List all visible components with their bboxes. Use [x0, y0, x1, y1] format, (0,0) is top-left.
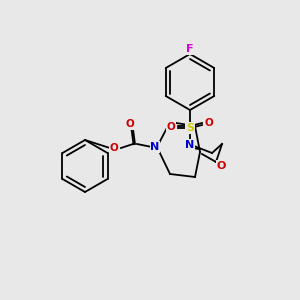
- Text: O: O: [167, 122, 176, 132]
- Text: O: O: [216, 161, 226, 171]
- Text: N: N: [185, 140, 195, 150]
- Text: S: S: [186, 123, 194, 133]
- Text: F: F: [186, 44, 194, 54]
- Text: N: N: [150, 142, 160, 152]
- Text: O: O: [126, 119, 134, 129]
- Text: O: O: [205, 118, 213, 128]
- Text: O: O: [110, 143, 118, 153]
